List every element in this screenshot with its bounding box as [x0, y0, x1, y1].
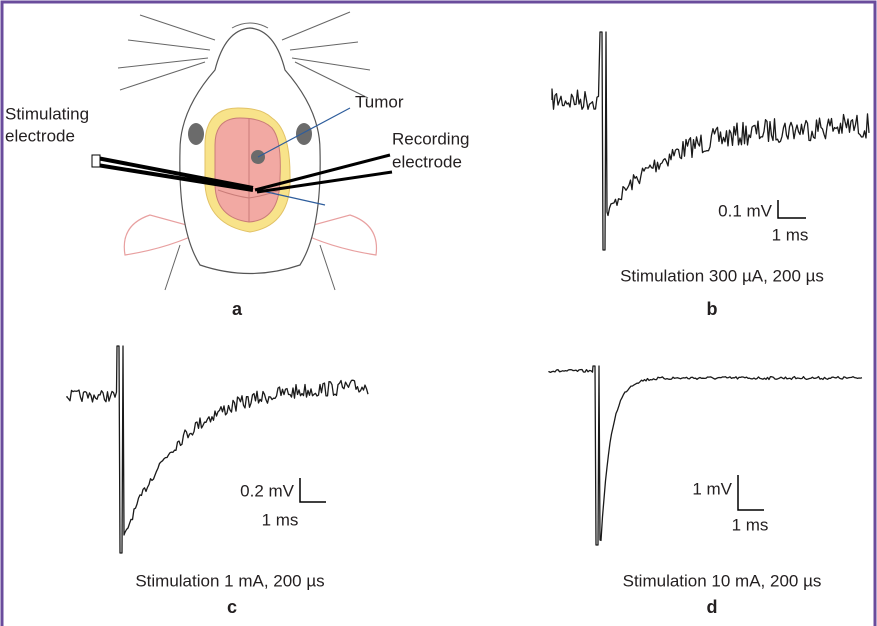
scale-bar [737, 475, 764, 511]
scale-bar [777, 200, 806, 219]
label-tumor: Tumor [355, 92, 404, 111]
caption: Stimulation 300 µA, 200 µs [620, 266, 824, 285]
label-stimulating: electrode [5, 126, 75, 145]
caption: Stimulation 10 mA, 200 µs [623, 571, 822, 590]
scale-voltage: 1 mV [692, 479, 732, 498]
caption: Stimulation 1 mA, 200 µs [135, 571, 324, 590]
label-recording: electrode [392, 152, 462, 171]
rat-drawing [91, 11, 393, 291]
panel-label: a [232, 299, 243, 319]
panel-label: b [707, 299, 718, 319]
label-stimulating: Stimulating [5, 104, 89, 123]
scale-voltage: 0.2 mV [240, 481, 295, 500]
scale-voltage: 0.1 mV [718, 201, 773, 220]
scale-time: 1 ms [262, 510, 299, 529]
panel-label: c [227, 597, 237, 617]
trace [66, 345, 369, 554]
scale-time: 1 ms [732, 515, 769, 534]
scale-time: 1 ms [772, 225, 809, 244]
panel-label: d [707, 597, 718, 617]
scale-bar [299, 478, 326, 503]
trace [551, 31, 870, 251]
label-recording: Recording [392, 129, 470, 148]
trace [548, 365, 863, 546]
